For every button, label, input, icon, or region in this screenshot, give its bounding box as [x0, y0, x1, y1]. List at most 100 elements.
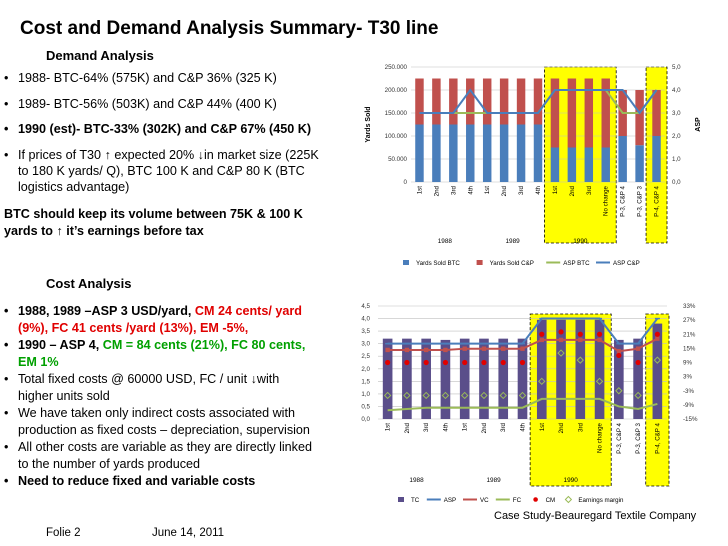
- bar-yards-sold-btc: [449, 124, 458, 182]
- y-tick-label: 150.000: [385, 110, 408, 117]
- marker-vc: [501, 346, 506, 351]
- bar-tc: [402, 338, 412, 419]
- marker-cm: [385, 359, 391, 366]
- x-tick-label: 3rd: [500, 422, 507, 432]
- cost-bullet-2: • 1990 – ASP 4, CM = 84 cents (21%), FC 8…: [4, 338, 306, 352]
- bar-yards-sold-c-p: [567, 78, 577, 148]
- x-tick-label: 3rd: [518, 185, 525, 195]
- marker-cm: [539, 331, 545, 337]
- y-tick-label: 2,0: [361, 366, 370, 373]
- cost-bullet-3: • Total fixed costs @ 60000 USD, FC / uni…: [4, 372, 280, 386]
- x-tick-label: P-3, C&P 4: [620, 185, 627, 216]
- legend-item: CM: [533, 497, 555, 504]
- demand-conclusion-line1: BTC should keep its volume between 75K &…: [4, 207, 303, 221]
- y2-tick-label: 5,0: [672, 64, 681, 71]
- y-tick-label: 0,0: [361, 416, 370, 423]
- legend-swatch: [403, 260, 409, 265]
- bar-yards-sold-btc: [567, 147, 577, 182]
- legend-item: VC: [463, 497, 489, 504]
- bar-yards-sold-c-p: [415, 78, 424, 125]
- marker-cm: [596, 331, 603, 337]
- legend-label: FC: [513, 497, 522, 504]
- marker-earnings-margin: [557, 349, 565, 357]
- y-tick-label: 100.000: [385, 133, 408, 140]
- demand-bullet-4: • If prices of T30 ↑ expected 20% ↓in mar…: [4, 148, 319, 162]
- bar-tc: [633, 338, 643, 419]
- y-tick-label: 3,0: [361, 341, 370, 348]
- x-tick-label: 4th: [442, 422, 449, 431]
- bar-yards-sold-c-p: [449, 78, 458, 125]
- y-tick-label: 4,5: [361, 303, 370, 310]
- x-tick-label: 1st: [385, 423, 392, 432]
- marker-earnings-margin: [615, 387, 623, 395]
- bar-yards-sold-btc: [466, 124, 475, 182]
- bar-tc: [440, 339, 451, 419]
- bar-yards-sold-btc: [550, 147, 560, 182]
- line-vc: [387, 337, 658, 353]
- x-tick-label: 1st: [462, 423, 469, 432]
- x-tick-label: 2nd: [569, 185, 576, 196]
- marker-vc: [462, 346, 467, 351]
- bar-tc: [575, 319, 586, 419]
- y-tick-label: 1,5: [361, 378, 370, 385]
- marker-vc: [616, 349, 622, 354]
- marker-earnings-margin: [403, 391, 411, 400]
- x-tick-label: 4th: [520, 422, 527, 431]
- y-tick-label: 50.000: [388, 156, 407, 163]
- legend-label: CM: [546, 497, 556, 504]
- marker-cm: [404, 359, 410, 366]
- x-tick-label: P-3, C&P 4: [616, 422, 623, 453]
- demand-bullet-2: • 1989- BTC-56% (503K) and C&P 44% (400 K…: [4, 97, 277, 111]
- x-tick-label: P-4, C&P 4: [654, 422, 661, 453]
- demand-bullet-4-line3: logistics advantage): [18, 180, 130, 194]
- y-tick-label: 4,0: [361, 316, 370, 323]
- legend-label: ASP BTC: [563, 260, 590, 267]
- marker-vc: [481, 346, 487, 351]
- legend-item: ASP C&P: [596, 260, 640, 267]
- year-group-label: 1988: [409, 477, 424, 484]
- marker-vc: [423, 347, 429, 353]
- x-tick-label: No change: [597, 422, 604, 452]
- x-tick-label: 4th: [467, 185, 474, 194]
- line-asp-btc: [419, 89, 658, 114]
- legend-item: Yards Sold BTC: [403, 260, 460, 267]
- bar-yards-sold-btc: [584, 147, 594, 182]
- y2-tick-label: 0,0: [672, 179, 681, 186]
- cost-bullet-6: • Need to reduce fixed and variable costs: [4, 474, 256, 488]
- legend-label: TC: [411, 497, 420, 504]
- x-tick-label: 2nd: [404, 422, 411, 433]
- y-tick-label: 3,5: [361, 328, 370, 335]
- x-tick-label: 1st: [539, 423, 546, 432]
- y2-tick-label: 9%: [683, 360, 692, 367]
- marker-cm: [577, 331, 583, 337]
- x-tick-label: 2nd: [501, 185, 508, 196]
- marker-vc: [597, 337, 602, 343]
- x-tick-label: 3rd: [586, 185, 593, 195]
- marker-earnings-margin: [383, 391, 392, 400]
- legend-swatch: [398, 497, 404, 502]
- year-group-label: 1988: [438, 238, 453, 245]
- marker-earnings-margin: [480, 391, 488, 400]
- demand-conclusion-line2: yards to ↑ it’s earnings before tax: [4, 224, 204, 238]
- bar-yards-sold-btc: [482, 124, 492, 182]
- y-tick-label: 200.000: [385, 87, 408, 94]
- x-tick-label: 2nd: [481, 422, 488, 433]
- legend-item: Yards Sold C&P: [476, 260, 534, 267]
- bar-yards-sold-c-p: [550, 78, 560, 148]
- y2-tick-label: -3%: [683, 388, 695, 395]
- y2-tick-label: 4,0: [672, 87, 681, 94]
- legend-label: Earnings margin: [578, 497, 624, 504]
- demand-bullet-1: • 1988- BTC-64% (575K) and C&P 36% (325 K…: [4, 71, 277, 85]
- bar-tc: [479, 338, 489, 419]
- x-tick-label: P-4, C&P 4: [654, 185, 661, 216]
- y2-tick-label: 33%: [683, 303, 696, 310]
- marker-vc: [558, 337, 564, 343]
- bar-tc: [382, 338, 393, 419]
- bar-tc: [421, 338, 431, 419]
- year-group-label: 1989: [486, 477, 501, 484]
- y2-tick-label: 2,0: [672, 133, 681, 140]
- year-group-label: 1989: [505, 238, 520, 245]
- marker-earnings-margin: [576, 356, 585, 364]
- marker-vc: [520, 346, 525, 351]
- marker-earnings-margin: [538, 377, 546, 386]
